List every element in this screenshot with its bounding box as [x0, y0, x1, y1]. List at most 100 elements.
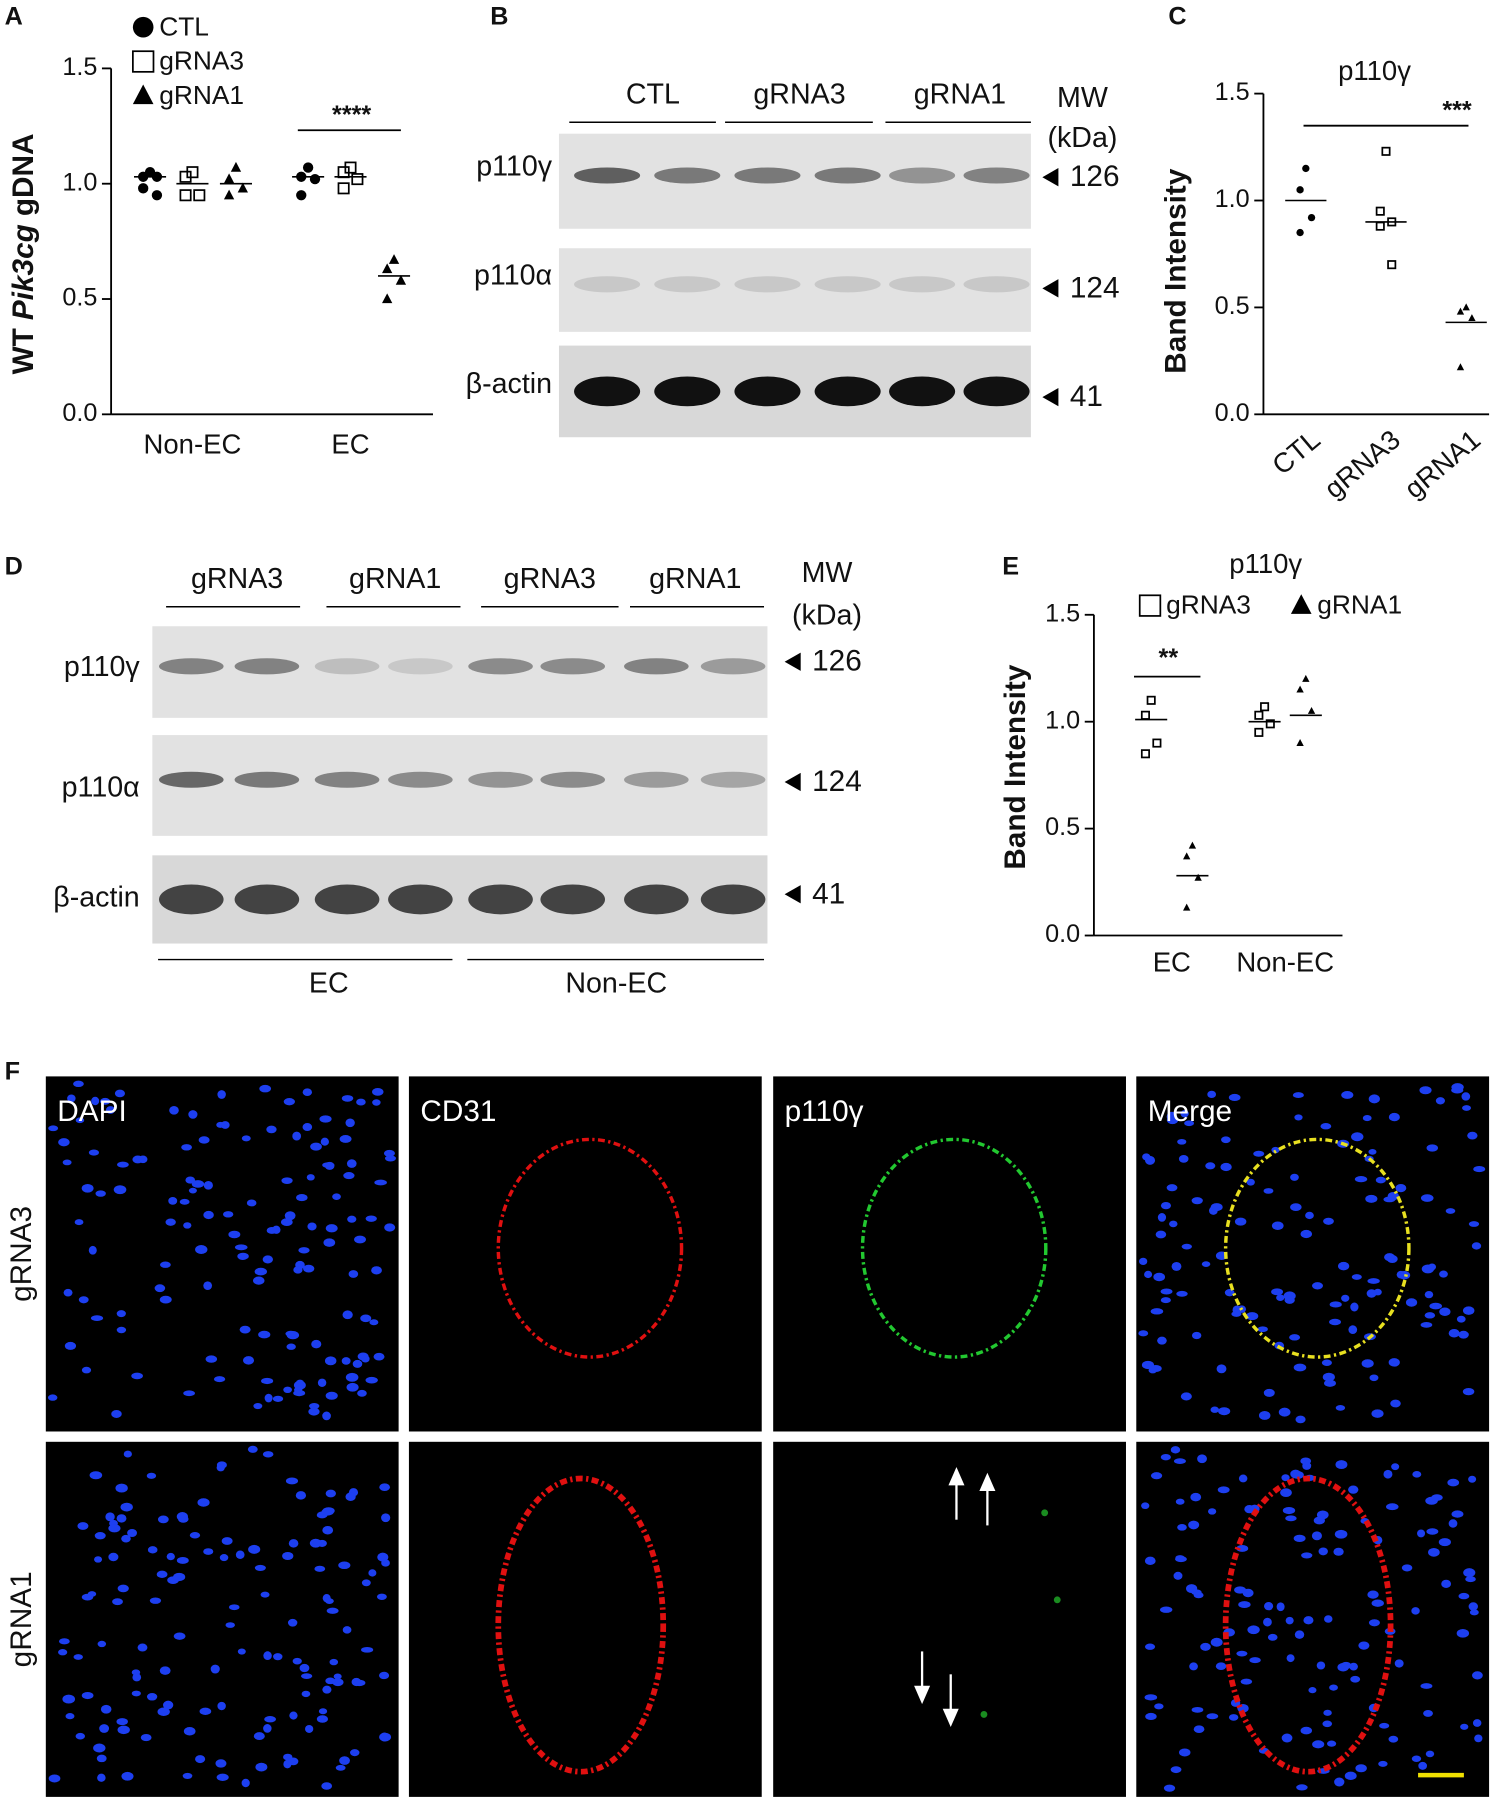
nucleus	[1424, 1290, 1434, 1299]
nucleus	[1472, 1671, 1483, 1680]
nucleus	[203, 1281, 213, 1291]
blot-band	[814, 276, 881, 293]
nucleus	[345, 1118, 355, 1128]
y-tick-label: 1.0	[1215, 185, 1250, 213]
nucleus	[377, 1552, 389, 1562]
nucleus	[319, 1115, 332, 1123]
nucleus	[1210, 1637, 1223, 1647]
nucleus	[1246, 1178, 1255, 1186]
nucleus	[342, 1310, 353, 1320]
nucleus	[78, 1296, 89, 1304]
nucleus	[1179, 1748, 1191, 1757]
mw-arrow	[1042, 387, 1059, 407]
blot-band	[734, 167, 801, 184]
lane-group-label: gRNA1	[649, 563, 741, 595]
mw-label: (kDa)	[792, 600, 862, 632]
nucleus	[216, 1121, 225, 1128]
nucleus	[1234, 1586, 1247, 1594]
data-point	[1265, 719, 1275, 729]
nucleus	[1191, 1589, 1202, 1596]
blot-band	[700, 884, 766, 915]
nucleus	[1171, 1261, 1182, 1271]
nucleus	[1388, 1735, 1399, 1743]
nucleus	[1386, 1503, 1399, 1511]
nucleus	[1439, 1307, 1451, 1317]
nucleus	[1300, 1229, 1313, 1239]
nucleus	[48, 1774, 61, 1783]
nucleus	[1420, 1321, 1433, 1328]
data-point	[193, 189, 206, 202]
nucleus	[1280, 1488, 1292, 1498]
panel-letter: E	[1002, 552, 1019, 580]
nucleus	[228, 1604, 240, 1611]
nucleus	[1368, 1149, 1377, 1155]
nucleus	[352, 1359, 363, 1368]
nucleus	[1193, 1725, 1205, 1733]
nucleus	[1190, 1492, 1202, 1502]
data-point	[388, 254, 400, 264]
nucleus	[305, 1724, 314, 1733]
nucleus	[75, 1732, 85, 1740]
nucleus	[185, 1176, 196, 1184]
nucleus	[1180, 1392, 1192, 1401]
nucleus	[1292, 1092, 1304, 1099]
nucleus	[195, 1755, 206, 1764]
nucleus	[1323, 1217, 1334, 1225]
lane-group-label: CTL	[626, 78, 680, 110]
nucleus	[1160, 1288, 1173, 1295]
nucleus	[310, 1142, 322, 1151]
channel-label: p110γ	[785, 1095, 864, 1128]
nucleus	[1355, 1764, 1367, 1773]
nucleus	[341, 1095, 354, 1102]
nucleus	[262, 1451, 274, 1458]
nucleus	[1141, 1502, 1150, 1510]
nucleus	[1388, 1358, 1400, 1367]
nucleus	[339, 1756, 350, 1765]
nucleus	[1144, 1556, 1156, 1566]
nucleus	[1234, 1217, 1247, 1226]
nucleus	[195, 1245, 208, 1254]
nucleus	[264, 1716, 276, 1723]
nucleus	[357, 1352, 369, 1361]
nucleus	[1322, 1720, 1333, 1728]
blot-band	[234, 771, 300, 788]
nucleus	[1365, 1194, 1378, 1203]
nucleus	[173, 1572, 186, 1582]
nucleus	[1411, 1607, 1420, 1615]
nucleus	[243, 1356, 255, 1365]
nucleus	[147, 1546, 158, 1554]
nucleus	[301, 1673, 313, 1680]
nucleus	[1375, 1176, 1386, 1184]
nucleus	[1371, 1599, 1384, 1607]
nucleus	[384, 1155, 396, 1162]
data-point	[1183, 903, 1191, 911]
mw-value: 126	[1070, 160, 1120, 193]
blot-band	[624, 658, 689, 675]
data-point	[351, 173, 364, 186]
nucleus	[365, 1376, 378, 1384]
nucleus	[301, 1690, 311, 1698]
nucleus	[345, 1372, 359, 1382]
y-axis-label: Band Intensity	[999, 664, 1032, 870]
mw-label: (kDa)	[1047, 122, 1117, 154]
nucleus	[1361, 1359, 1374, 1368]
y-axis-label: WT Pik3cg gDNA	[7, 133, 40, 374]
nucleus	[253, 1276, 265, 1285]
nucleus	[157, 1707, 170, 1717]
data-point	[1146, 695, 1156, 705]
blot-band	[540, 771, 606, 788]
nucleus	[1458, 1330, 1469, 1339]
nucleus	[216, 1464, 225, 1472]
nucleus	[1471, 1242, 1482, 1250]
data-point	[395, 274, 407, 285]
nucleus	[1348, 1325, 1358, 1335]
nucleus	[1341, 1091, 1354, 1099]
data-point	[223, 189, 235, 200]
nucleus	[1240, 1678, 1253, 1685]
nucleus	[47, 1394, 58, 1401]
mw-arrow	[784, 772, 801, 792]
nucleus	[1200, 1642, 1211, 1651]
legend-marker	[1290, 594, 1312, 614]
nucleus	[1285, 1616, 1294, 1625]
